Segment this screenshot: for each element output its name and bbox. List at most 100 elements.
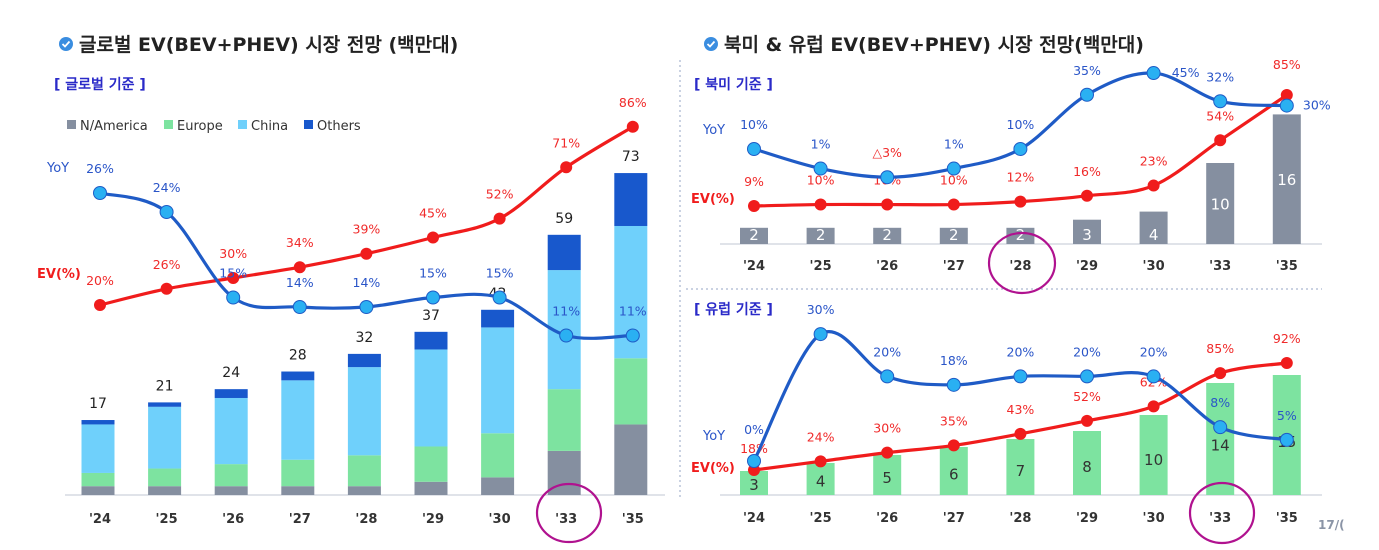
bar-total-label: 17 [89, 396, 107, 412]
bar-total-label: 24 [222, 365, 240, 381]
x-tick-label: '35 [1276, 259, 1298, 274]
bar-total-label: 32 [355, 330, 373, 346]
bar-value-label: 2 [949, 226, 959, 244]
yoy-value-label: 32% [1206, 69, 1234, 84]
bar-segment-others [547, 234, 581, 271]
ev-value-label: 85% [1273, 57, 1301, 72]
bar-value-label: 10 [1211, 196, 1230, 214]
x-tick-label: '27 [943, 259, 965, 274]
x-tick-label: '33 [1209, 259, 1231, 274]
ev-marker [1081, 189, 1093, 202]
bar [939, 227, 968, 244]
yoy-marker [880, 170, 895, 185]
bar-segment-namerica [148, 486, 182, 495]
yoy-value-label: 30% [807, 302, 835, 317]
yoy-marker [1279, 98, 1294, 113]
ev-marker [1214, 367, 1227, 380]
ev-value-label: 85% [1206, 341, 1234, 356]
bar-segment-namerica [614, 424, 648, 495]
yoy-value-label: 11% [619, 304, 647, 319]
yoy-value-label: 1% [811, 137, 831, 152]
yoy-marker [1213, 420, 1228, 435]
x-tick-label: '30 [1143, 259, 1165, 274]
page-number: 17/( [1318, 518, 1345, 532]
bar-segment-china [148, 406, 182, 469]
bar-segment-europe [347, 455, 381, 487]
yoy-value-label: △3% [872, 145, 902, 160]
ev-marker [1147, 179, 1160, 192]
yoy-marker [946, 161, 961, 176]
legend-swatch-china [238, 120, 247, 129]
yoy-marker [625, 328, 640, 343]
ev-value-label: 43% [1007, 402, 1035, 417]
ev-marker [293, 261, 306, 274]
x-tick-label: '25 [156, 512, 178, 527]
bar-value-label: 16 [1277, 171, 1296, 189]
bar-segment-europe [281, 459, 315, 487]
x-tick-label: '29 [1076, 259, 1098, 274]
bar-segment-others [414, 331, 448, 350]
ev-value-label: 92% [1273, 331, 1301, 346]
highlight-circle [987, 231, 1057, 295]
yoy-value-label: 18% [940, 353, 968, 368]
x-tick-label: '24 [89, 512, 111, 527]
check-circle-icon [704, 37, 718, 51]
ev-value-label: 52% [486, 187, 514, 202]
bar-value-label: 2 [882, 226, 892, 244]
yoy-series-label: YoY [46, 161, 69, 176]
yoy-value-label: 5% [1277, 408, 1297, 423]
ev-value-label: 86% [619, 95, 647, 110]
ev-marker [560, 161, 573, 174]
ev-marker [493, 212, 506, 225]
yoy-marker [226, 290, 241, 305]
x-tick-label: '26 [222, 512, 244, 527]
ev-marker [227, 272, 240, 284]
legend-europe: Europe [177, 119, 223, 134]
bar [740, 227, 768, 244]
yoy-value-label: 35% [1073, 63, 1101, 78]
bar [1206, 163, 1235, 244]
ev-value-label: 34% [286, 235, 314, 250]
ev-series-label: EV(%) [37, 267, 81, 282]
x-tick-label: '24 [743, 259, 765, 274]
ev-value-label: 35% [940, 413, 968, 428]
ev-series-label: EV(%) [691, 192, 735, 207]
ev-marker [947, 439, 960, 452]
eu-subtitle: [ 유럽 기준 ] [694, 302, 773, 318]
bar-segment-others [614, 173, 648, 226]
bar-segment-others [214, 389, 248, 398]
yoy-marker [1013, 369, 1028, 384]
bar-segment-china [281, 380, 315, 460]
yoy-value-label: 15% [419, 266, 447, 281]
yoy-marker [880, 369, 895, 384]
ev-value-label: 10% [807, 173, 835, 188]
bar-segment-namerica [414, 481, 448, 495]
bar-segment-namerica [214, 486, 248, 495]
bar-total-label: 73 [622, 149, 640, 165]
ev-series-label: EV(%) [691, 461, 735, 476]
ev-marker [626, 120, 639, 133]
ev-value-label: 45% [419, 206, 447, 221]
bar-segment-namerica [81, 486, 115, 495]
yoy-marker [813, 327, 828, 342]
yoy-series-label: YoY [702, 123, 725, 138]
ev-value-label: 30% [873, 421, 901, 436]
bar [1073, 219, 1101, 244]
bar-segment-others [148, 402, 182, 407]
yoy-value-label: 15% [219, 266, 247, 281]
yoy-marker [747, 454, 761, 468]
ev-value-label: 23% [1140, 154, 1168, 169]
ev-value-label: 16% [1073, 164, 1101, 179]
ev-marker [94, 299, 106, 311]
bar-segment-namerica [281, 486, 315, 495]
bar-segment-europe [614, 358, 648, 425]
yoy-series-label: YoY [702, 429, 725, 444]
ev-value-label: 39% [353, 222, 381, 237]
na-subtitle: [ 북미 기준 ] [694, 77, 773, 93]
right-chart-title: 북미 & 유럽 EV(BEV+PHEV) 시장 전망(백만대) [724, 34, 1144, 56]
bar-segment-china [214, 397, 248, 465]
x-tick-label: '24 [743, 511, 765, 526]
legend-n-america: N/America [80, 119, 148, 134]
bar-segment-europe [148, 468, 182, 487]
x-tick-label: '28 [1009, 511, 1031, 526]
